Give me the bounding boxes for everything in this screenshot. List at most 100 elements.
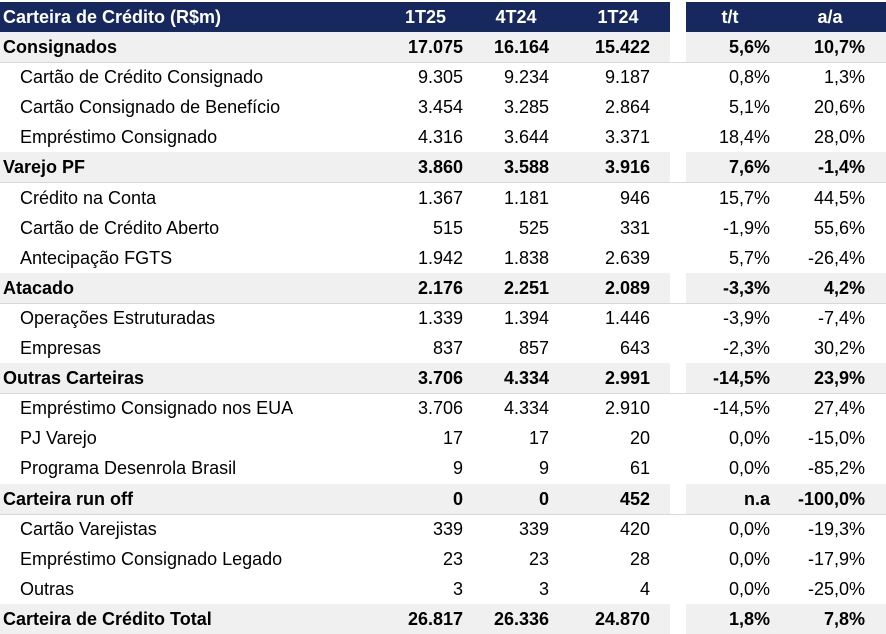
- row-label: Cartão Consignado de Benefício: [20, 97, 281, 118]
- value-1t25: 515: [432, 217, 463, 238]
- value-qoq: 5,1%: [728, 97, 770, 118]
- value-yoy: -25,0%: [807, 578, 865, 599]
- value-1t24: 3.371: [604, 127, 650, 148]
- value-1t24: 946: [619, 187, 650, 208]
- table-row: Cartão de Crédito Aberto 515 525 331 -1,9% 55…: [0, 213, 886, 243]
- value-4t24: 16.164: [493, 37, 549, 57]
- row-label: Antecipação FGTS: [20, 247, 173, 268]
- value-1t24: 2.910: [604, 398, 650, 419]
- value-1t24: 420: [619, 518, 650, 539]
- value-qoq: 0,0%: [728, 548, 770, 569]
- table-row: Crédito na Conta 1.367 1.181 946 15,7% 44,5%: [0, 183, 886, 213]
- header-1t24: 1T24: [597, 7, 639, 27]
- value-qoq: -3,3%: [722, 277, 770, 298]
- value-4t24: 3.285: [503, 97, 549, 118]
- value-yoy: -17,9%: [807, 548, 865, 569]
- value-1t24: 643: [619, 338, 650, 358]
- value-1t25: 17: [442, 428, 463, 449]
- value-4t24: 1.838: [503, 247, 549, 268]
- row-label: Cartão de Crédito Aberto: [20, 217, 220, 238]
- value-qoq: 0,0%: [728, 578, 770, 599]
- value-yoy: -1,4%: [817, 157, 865, 178]
- row-label: Consignados: [3, 37, 118, 57]
- group-row: Outras Carteiras 3.706 4.334 2.991 -14,5% 23,…: [0, 363, 886, 395]
- value-1t25: 3.860: [417, 157, 463, 178]
- row-shading: [0, 272, 670, 303]
- value-1t24: 28: [629, 548, 650, 569]
- value-qoq: 5,7%: [728, 247, 770, 268]
- value-yoy: 23,9%: [813, 368, 865, 389]
- row-shading: [686, 32, 886, 62]
- value-1t25: 1.367: [417, 187, 463, 208]
- value-qoq: -14,5%: [712, 368, 770, 389]
- row-label: Operações Estruturadas: [20, 307, 216, 328]
- row-shading: [686, 483, 886, 514]
- table-row: Operações Estruturadas 1.339 1.394 1.446 -3,…: [0, 303, 886, 333]
- value-1t25: 3.454: [417, 97, 463, 118]
- value-1t25: 2.176: [417, 277, 463, 298]
- value-qoq: -3,9%: [722, 307, 770, 328]
- value-4t24: 1.394: [503, 307, 549, 328]
- value-1t25: 9.305: [417, 67, 463, 88]
- table-row: Cartão Consignado de Benefício 3.454 3.285…: [0, 92, 886, 122]
- value-yoy: -7,4%: [817, 307, 865, 328]
- value-1t24: 4: [639, 578, 650, 599]
- group-row: Consignados 17.075 16.164 15.422 5,6% 10,7%: [0, 32, 886, 63]
- value-1t24: 2.864: [604, 97, 650, 118]
- value-yoy: 7,8%: [823, 608, 865, 629]
- row-label: PJ Varejo: [20, 428, 97, 449]
- value-4t24: 1.181: [503, 187, 549, 208]
- value-yoy: 10,7%: [813, 37, 865, 57]
- value-1t25: 837: [432, 338, 463, 358]
- row-shading: [0, 32, 670, 62]
- value-qoq: -2,3%: [722, 338, 770, 358]
- row-label: Empresas: [20, 338, 102, 358]
- value-yoy: 27,4%: [813, 398, 865, 419]
- value-4t24: 0: [538, 488, 549, 509]
- value-qoq: 0,0%: [728, 428, 770, 449]
- row-label: Carteira de Crédito Total: [3, 608, 212, 629]
- value-yoy: 55,6%: [813, 217, 865, 238]
- value-1t25: 1.339: [417, 307, 463, 328]
- value-1t24: 15.422: [594, 37, 650, 57]
- table-row: Antecipação FGTS 1.942 1.838 2.639 5,7% -26,4…: [0, 243, 886, 273]
- header-yoy: a/a: [817, 7, 843, 27]
- row-label: Crédito na Conta: [20, 187, 157, 208]
- value-4t24: 9.234: [503, 67, 549, 88]
- value-1t24: 452: [619, 488, 650, 509]
- value-1t25: 339: [432, 518, 463, 539]
- header-band-right: [686, 2, 886, 32]
- row-label: Empréstimo Consignado nos EUA: [20, 398, 294, 419]
- row-shading: [0, 152, 670, 183]
- value-yoy: 30,2%: [813, 338, 865, 358]
- value-yoy: -15,0%: [807, 428, 865, 449]
- value-1t24: 331: [619, 217, 650, 238]
- row-label: Cartão Varejistas: [20, 518, 157, 539]
- value-yoy: 20,6%: [813, 97, 865, 118]
- table-row: Outras 3 3 4 0,0% -25,0%: [0, 574, 886, 604]
- header-qoq: t/t: [721, 7, 739, 27]
- row-shading: [0, 363, 670, 394]
- row-label: Cartão de Crédito Consignado: [20, 67, 264, 88]
- value-qoq: 0,8%: [728, 67, 770, 88]
- row-shading: [0, 603, 670, 634]
- row-label: Atacado: [3, 277, 75, 298]
- table-row: Programa Desenrola Brasil 9 9 61 0,0% -85,2%: [0, 453, 886, 483]
- value-4t24: 525: [518, 217, 549, 238]
- table-row: Empréstimo Consignado nos EUA 3.706 4.334 2…: [0, 393, 886, 423]
- value-1t25: 26.817: [407, 608, 463, 629]
- header-4t24: 4T24: [495, 7, 537, 27]
- value-4t24: 339: [518, 518, 549, 539]
- value-1t25: 3.706: [417, 368, 463, 389]
- table-row: Empréstimo Consignado 4.316 3.644 3.371 18,4…: [0, 122, 886, 152]
- value-4t24: 9: [538, 458, 549, 479]
- value-yoy: -85,2%: [807, 458, 865, 479]
- value-1t24: 3.916: [604, 157, 650, 178]
- value-yoy: 28,0%: [813, 127, 865, 148]
- group-row: Varejo PF 3.860 3.588 3.916 7,6% -1,4%: [0, 152, 886, 184]
- value-1t25: 3.706: [417, 398, 463, 419]
- value-1t25: 9: [452, 458, 463, 479]
- table-row: Empréstimo Consignado Legado 23 23 28 0,0% -1…: [0, 544, 886, 574]
- value-qoq: 18,4%: [718, 127, 770, 148]
